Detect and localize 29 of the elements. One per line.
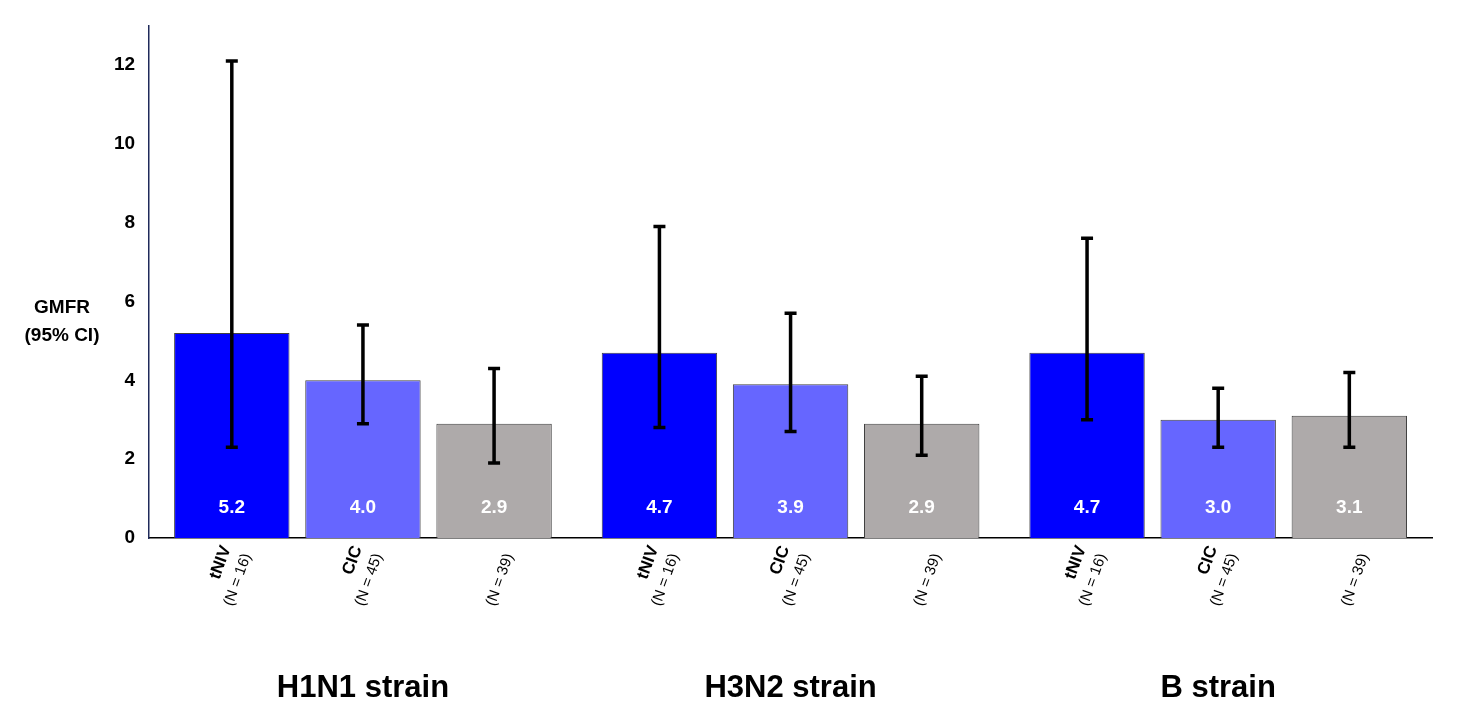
text: CIC (N = 45) [765, 543, 813, 608]
x-tick-label: B strain [1160, 668, 1276, 704]
data-label: 3.9 [777, 496, 804, 518]
text: (N = 39) [909, 550, 944, 608]
y-tick-label: 2 [124, 447, 136, 469]
data-label: 4.7 [1073, 496, 1101, 518]
text: CIC (N = 45) [1193, 543, 1241, 608]
data-label: 2.9 [908, 496, 935, 518]
y-tick-label: 10 [113, 131, 136, 153]
data-label: 2.9 [480, 496, 508, 518]
data-label: 3.0 [1204, 496, 1232, 518]
text: tNIV (N = 16) [205, 542, 254, 608]
y-tick-label: 6 [124, 289, 136, 311]
x-tick-label: H3N2 strain [704, 668, 877, 704]
data-label: 3.1 [1336, 496, 1363, 518]
y-tick-label: 4 [124, 368, 136, 390]
data-label: 4.7 [646, 496, 673, 518]
text: (N = 39) [1336, 550, 1372, 608]
data-label: 4.0 [349, 496, 377, 518]
data-label: 5.2 [218, 496, 246, 518]
text: tNIV (N = 16) [632, 543, 682, 608]
text: CIC (N = 45) [337, 543, 385, 608]
y-tick-label: 12 [113, 53, 136, 75]
y-tick-label: 8 [124, 210, 136, 232]
x-tick-label: H1N1 strain [276, 668, 450, 704]
y-tick-label: 0 [124, 526, 136, 548]
y-axis-title: GMFR (95% CI) [24, 295, 100, 345]
text: tNIV (N = 16) [1060, 543, 1110, 608]
text: (N = 39) [481, 550, 517, 608]
